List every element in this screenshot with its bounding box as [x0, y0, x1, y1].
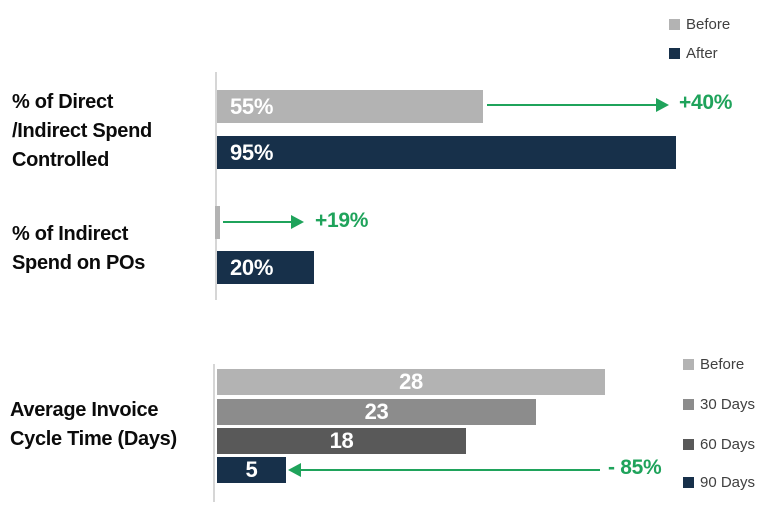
bar-value-label: 18: [329, 428, 354, 453]
legend-label-before: Before: [686, 16, 731, 33]
legend-item-90-days: 90 Days: [683, 475, 755, 490]
legend-swatch-90-days-icon: [683, 477, 694, 488]
legend-item-after: After: [669, 46, 718, 61]
bar-before-spend-controlled: 55%: [217, 90, 483, 123]
legend-item-before: Before: [669, 17, 730, 32]
legend-swatch-before-icon: [669, 19, 680, 30]
arrow-head-right-icon: [656, 98, 669, 112]
bar-after-spend-controlled: 95%: [217, 136, 676, 169]
legend-label-after: After: [686, 45, 718, 62]
legend-label-90-days: 90 Days: [700, 474, 756, 491]
legend-item-60-days: 60 Days: [683, 437, 755, 452]
category-label-spend-controlled: % of Direct /Indirect Spend Controlled: [12, 91, 152, 171]
bar-value-label: 28: [399, 369, 423, 394]
bar-30days-invoice: 23: [217, 399, 536, 425]
legend-item-before-bottom: Before: [683, 357, 744, 372]
bar-value-label: 23: [364, 399, 389, 424]
annotation-minus85: - 85%: [608, 456, 662, 479]
arrow-line: [487, 104, 657, 106]
legend-label-30-days: 30 Days: [700, 396, 756, 413]
legend-swatch-30-days-icon: [683, 399, 694, 410]
bar-60days-invoice: 18: [217, 428, 466, 454]
bar-value-label: 55%: [230, 94, 274, 119]
bar-before-indirect-pos: [215, 206, 220, 239]
annotation-plus40: +40%: [679, 91, 733, 114]
category-label-indirect-pos: % of Indirect Spend on POs: [12, 223, 146, 274]
legend-swatch-before-icon: [683, 359, 694, 370]
legend-swatch-60-days-icon: [683, 439, 694, 450]
legend-swatch-after-icon: [669, 48, 680, 59]
arrow-head-right-icon: [291, 215, 304, 229]
bar-value-label: 95%: [230, 140, 274, 165]
bar-90days-invoice: 5: [217, 457, 286, 483]
arrow-line: [223, 221, 292, 223]
bar-before-invoice: 28: [217, 369, 605, 395]
bar-value-label: 20%: [230, 255, 274, 280]
axis-line-bottom-chart: [213, 364, 215, 502]
bar-value-label: 5: [245, 457, 258, 482]
arrow-head-left-icon: [288, 463, 301, 477]
legend-label-60-days: 60 Days: [700, 436, 756, 453]
legend-label-before: Before: [700, 356, 745, 373]
category-label-invoice-cycle: Average Invoice Cycle Time (Days): [10, 399, 177, 450]
annotation-plus19: +19%: [315, 209, 369, 232]
bar-after-indirect-pos: 20%: [217, 251, 314, 284]
legend-item-30-days: 30 Days: [683, 397, 755, 412]
axis-line-top-chart: [215, 72, 217, 300]
arrow-line: [300, 469, 600, 471]
